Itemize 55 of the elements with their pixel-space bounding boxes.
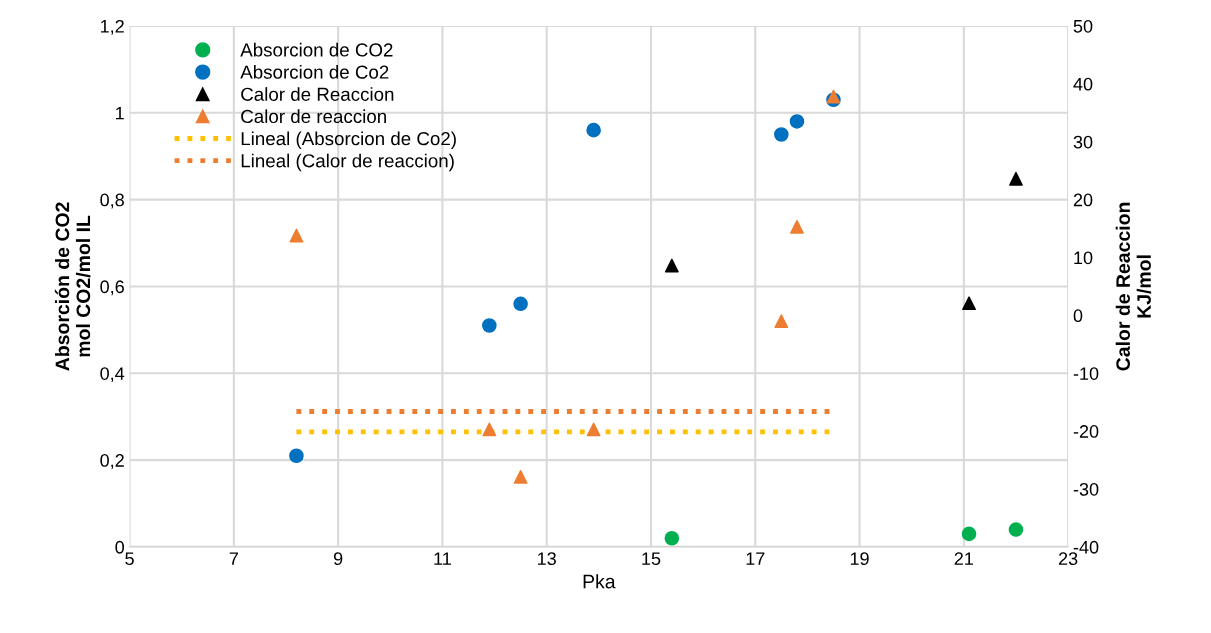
point bbox=[664, 530, 680, 546]
y2-tick-label: 20 bbox=[1073, 193, 1093, 207]
x-tick-label: 11 bbox=[434, 552, 451, 565]
y2-tick-label: 0 bbox=[1073, 309, 1083, 323]
point bbox=[826, 89, 841, 104]
point bbox=[664, 258, 679, 273]
point bbox=[1008, 522, 1024, 537]
point bbox=[774, 127, 789, 142]
x-tick-label: 19 bbox=[850, 552, 869, 566]
point bbox=[586, 422, 601, 437]
y2-tick-label: 50 bbox=[1073, 19, 1093, 33]
y2-axis-title: Calor de Reaccion KJ/mol bbox=[1115, 202, 1152, 371]
legend-label: Absorcion de CO2 bbox=[240, 42, 393, 57]
point bbox=[774, 314, 789, 329]
point bbox=[790, 219, 804, 234]
x-tick-label: 13 bbox=[538, 552, 556, 566]
y2-tick-label: 10 bbox=[1074, 251, 1093, 265]
y2-tick-label: -40 bbox=[1073, 540, 1099, 554]
y-tick-label: 0,8 bbox=[100, 193, 124, 209]
y-tick-label: 0,2 bbox=[100, 454, 124, 469]
y-tick-label: 1,2 bbox=[101, 19, 124, 35]
point bbox=[513, 296, 528, 312]
x-tick-label: 23 bbox=[1058, 552, 1078, 566]
point bbox=[289, 228, 304, 243]
x-tick-label: 5 bbox=[125, 552, 134, 566]
y-tick-label: 0,6 bbox=[100, 280, 124, 296]
point bbox=[586, 122, 601, 138]
x-tick-label: 15 bbox=[642, 552, 661, 566]
x-tick-label: 21 bbox=[954, 552, 973, 565]
point bbox=[482, 318, 497, 333]
x-tick-label: 9 bbox=[333, 552, 343, 566]
y2-tick-label: -30 bbox=[1073, 482, 1099, 496]
y-tick-label: 1 bbox=[116, 106, 124, 120]
point bbox=[961, 526, 977, 542]
y-tick-label: 0 bbox=[115, 540, 125, 554]
y2-tick-label: -10 bbox=[1073, 367, 1099, 380]
legend-label: Calor de Reaccion bbox=[241, 87, 394, 101]
y2-tick-label: 40 bbox=[1073, 77, 1093, 91]
y-axis-title: Absorción de CO2 mol CO2/mol IL bbox=[54, 202, 91, 371]
x-tick-label: 7 bbox=[229, 552, 238, 565]
legend-label: Lineal (Calor de reaccion) bbox=[241, 153, 454, 172]
point bbox=[1009, 171, 1023, 186]
point bbox=[789, 114, 805, 129]
x-axis-title: Pka bbox=[583, 574, 616, 589]
y2-tick-label: -20 bbox=[1073, 425, 1099, 438]
legend-label: Lineal (Absorcion de Co2) bbox=[241, 131, 456, 149]
point bbox=[289, 448, 304, 464]
point bbox=[962, 296, 976, 311]
legend-label: Calor de reaccion bbox=[241, 109, 386, 124]
x-tick-label: 17 bbox=[746, 552, 765, 565]
y2-tick-label: 30 bbox=[1073, 135, 1093, 149]
y-tick-label: 0,4 bbox=[100, 367, 125, 383]
point bbox=[513, 469, 528, 484]
point bbox=[482, 422, 497, 437]
legend-label: Absorcion de Co2 bbox=[240, 64, 389, 79]
